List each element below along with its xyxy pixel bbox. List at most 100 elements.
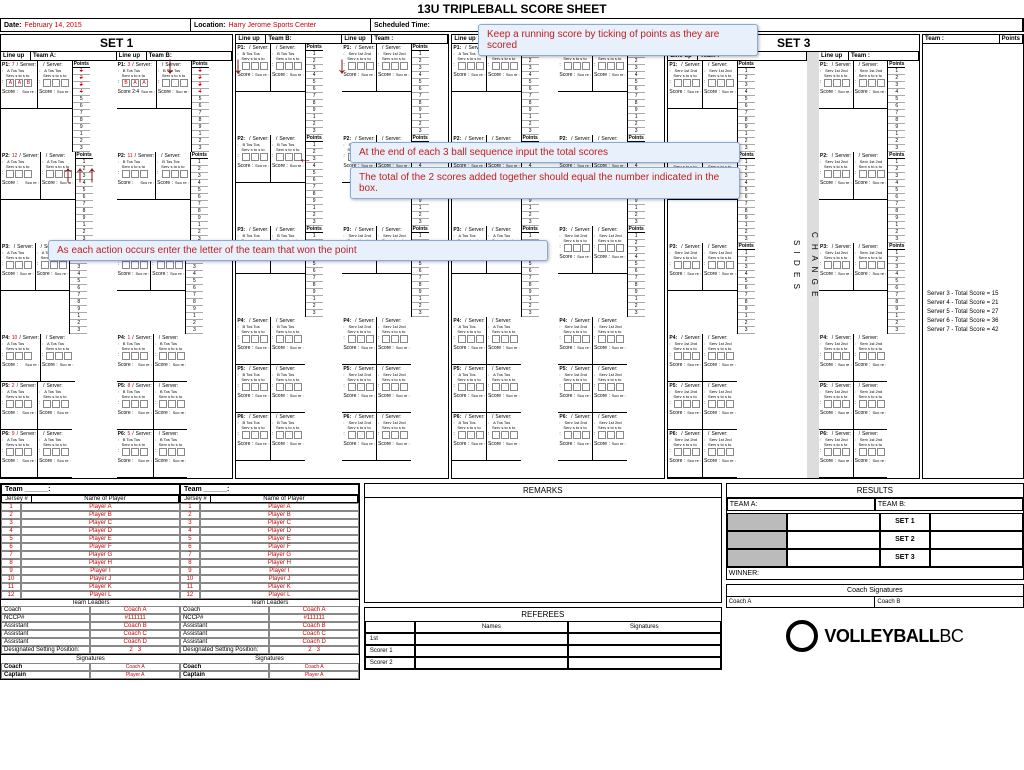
callout-4: As each action occurs enter the letter o… — [48, 240, 548, 261]
play-block: P5: / Server: :Serv 1st 2nd Serv s to s … — [668, 382, 702, 430]
ref-row: Scorer 1 — [365, 645, 721, 657]
play-block: / Server: :B Tos Tos Serv s to s to : Sc… — [153, 334, 188, 382]
ref-row: Scorer 2 — [365, 657, 721, 669]
arrow-icon: ← — [298, 150, 312, 166]
roster-row: 11Player K — [1, 583, 180, 591]
results-set-row: SET 1 — [727, 513, 1023, 531]
results-team-b: TEAM B: — [875, 498, 1023, 511]
coach-sig-box: Coach Signatures Coach A Coach B — [726, 584, 1024, 608]
play-block: P2: / Server: :Serv 1st 2nd Serv s to s … — [819, 152, 853, 200]
play-block: / Server: :Serv 1st 2nd Serv s to s to :… — [592, 365, 627, 413]
change-sides-label: C H A N G ES I D E S — [807, 52, 819, 478]
arrow-icon: ↓ — [74, 162, 86, 190]
play-block: / Server: :A Tos Tos Serv s to s to : Sc… — [37, 430, 72, 478]
play-block: P6: 5 / Server: :B Tos Tos Serv s to s t… — [117, 430, 153, 478]
total-line: Server 4 - Total Score = 21 — [927, 300, 1019, 306]
play-block: / Server: :Serv 1st 2nd Serv s to s to :… — [376, 413, 411, 461]
play-block: P1: 7 / Server: :A Tos Tos Serv s to s t… — [1, 61, 37, 109]
play-block: P6: / Server: :B Tos Tos Serv s to s to … — [236, 413, 270, 461]
play-block: P6: 9 / Server: :A Tos Tos Serv s to s t… — [1, 430, 37, 478]
sched-label: Scheduled Time: — [374, 22, 430, 29]
play-block: / Server: :Serv 1st 2nd Serv s to s to :… — [853, 243, 888, 291]
play-block: / Server: :A Tos Tos Serv s to s to : Sc… — [486, 413, 521, 461]
bottom-row: Team ______: Team ______: Jersey #Name o… — [0, 483, 1024, 680]
roster-row: 1Player A — [1, 503, 180, 511]
play-block: / Server: :A Tos Tos Serv s to s to : Sc… — [486, 317, 521, 365]
loc-value: Harry Jerome Sports Center — [229, 22, 317, 29]
play-block: / Server: :Serv 1st 2nd Serv s to s to :… — [702, 382, 737, 430]
play-block: P1: / Server: :Serv 1st 2nd Serv s to s … — [819, 61, 853, 109]
results-set-row: SET 2 — [727, 531, 1023, 549]
roster-block: Team ______: Team ______: Jersey #Name o… — [0, 483, 360, 680]
play-block: P6: / Server: :A Tos Tos Serv s to s to … — [452, 413, 486, 461]
callout-3: The total of the 2 scores added together… — [350, 167, 740, 199]
play-block: P3: / Server: :Serv 1st 2nd Serv s to s … — [819, 243, 853, 291]
logo-icon — [786, 620, 818, 652]
play-block: P6: / Server: :Serv 1st 2nd Serv s to s … — [342, 413, 376, 461]
roster-team-a: Team ______: — [1, 484, 180, 495]
play-block: / Server: :Serv 1st 2nd Serv s to s to :… — [702, 334, 737, 382]
play-block: / Server: :Serv 1st 2nd Serv s to s to :… — [376, 44, 411, 92]
roster-row: 12Player L — [180, 591, 359, 599]
arrow-icon: ↓ — [336, 52, 348, 80]
play-block: / Server: :A Tos Tos Serv s to s to : Sc… — [40, 334, 75, 382]
play-block: / Server: :B Tos Tos Serv s to s to : Sc… — [270, 413, 305, 461]
play-block: / Server: :B Tos Tos Serv s to s to : Sc… — [155, 152, 190, 200]
roster-row: 11Player K — [180, 583, 359, 591]
play-block: / Server: :Serv 1st 2nd Serv s to s to :… — [592, 413, 627, 461]
date-label: Date: — [4, 22, 22, 29]
ref-row: 1st — [365, 633, 721, 645]
results-set-row: SET 3 — [727, 549, 1023, 567]
play-block: / Server: :Serv 1st 2nd Serv s to s to :… — [702, 243, 737, 291]
roster-row: 9Player I — [180, 567, 359, 575]
play-block: P3: / Server: :Serv 1st 2nd Serv s to s … — [558, 226, 592, 274]
loc-label: Location: — [194, 22, 226, 29]
roster-row: 10Player J — [180, 575, 359, 583]
play-block: P1: / Server: :Serv 1st 2nd Serv s to s … — [668, 61, 702, 109]
callout-2: At the end of each 3 ball sequence input… — [350, 142, 740, 163]
results-team-a: TEAM A: — [727, 498, 875, 511]
play-block: / Server: :Serv 1st 2nd Serv s to s to :… — [853, 430, 888, 478]
roster-row: 4Player D — [1, 527, 180, 535]
play-block: / Server: :Serv 1st 2nd Serv s to s to :… — [592, 317, 627, 365]
callout-1: Keep a running score by ticking of point… — [478, 24, 758, 56]
roster-row: 10Player J — [1, 575, 180, 583]
play-block: P2: / Server: :B Tos Tos Serv s to s to … — [236, 135, 270, 183]
roster-row: 7Player G — [180, 551, 359, 559]
remarks-block: REMARKS REFEREES Names Signatures 1stSco… — [364, 483, 722, 680]
refs-title: REFEREES — [365, 608, 721, 621]
play-block: / Server: :A Tos Tos Serv s to s to : Sc… — [486, 365, 521, 413]
roster-row: 1Player A — [180, 503, 359, 511]
roster-row: 3Player C — [1, 519, 180, 527]
play-block: / Server: :B Tos Tos Serv s to s to : Sc… — [270, 365, 305, 413]
play-block: P5: 8 / Server: :B Tos Tos Serv s to s t… — [117, 382, 153, 430]
play-block: P5: / Server: :B Tos Tos Serv s to s to … — [236, 365, 270, 413]
roster-row: 2Player B — [1, 511, 180, 519]
play-block: / Server: :Serv 1st 2nd Serv s to s to :… — [592, 226, 627, 274]
arrow-icon: ↓ — [86, 162, 98, 190]
refs-box: REFEREES Names Signatures 1stScorer 1Sco… — [364, 607, 722, 670]
play-block: / Server: :A Tos Tos Serv s to s to : Sc… — [37, 61, 72, 109]
play-block: / Server: :B Tos Tos Serv s to s to : Sc… — [270, 317, 305, 365]
roster-row: 8Player H — [180, 559, 359, 567]
play-block: P6: / Server: :Serv 1st 2nd Serv s to s … — [668, 430, 702, 478]
roster-row: 4Player D — [180, 527, 359, 535]
play-block: P5: / Server: :A Tos Tos Serv s to s to … — [452, 365, 486, 413]
play-block: / Server: :Serv 1st 2nd Serv s to s to :… — [853, 334, 888, 382]
play-block: / Server: :Serv 1st 2nd Serv s to s to :… — [376, 365, 411, 413]
play-block: / Server: :B Tos Tos Serv s to s to : Sc… — [153, 382, 188, 430]
play-block: P4: / Server: :Serv 1st 2nd Serv s to s … — [668, 334, 702, 382]
total-line: Server 6 - Total Score = 36 — [927, 318, 1019, 324]
roster-row: 3Player C — [180, 519, 359, 527]
roster-row: 8Player H — [1, 559, 180, 567]
roster-row: 6Player F — [180, 543, 359, 551]
play-block: / Server: :Serv 1st 2nd Serv s to s to :… — [853, 152, 888, 200]
arrow-icon: ↓ — [164, 52, 176, 80]
play-block: / Server: :Serv 1st 2nd Serv s to s to :… — [853, 61, 888, 109]
play-block: P5: 2 / Server: :A Tos Tos Serv s to s t… — [1, 382, 37, 430]
play-block: / Server: :A Tos Tos Serv s to s to : Sc… — [37, 382, 72, 430]
play-block: P2: 12 / Server: :A Tos Tos Serv s to s … — [1, 152, 40, 200]
play-block: P3: / Server: :A Tos Tos Serv s to s to … — [1, 243, 35, 291]
play-block: P1: 3 / Server: :B Tos Tos Serv s to s t… — [117, 61, 156, 109]
play-block: P5: / Server: :Serv 1st 2nd Serv s to s … — [342, 365, 376, 413]
